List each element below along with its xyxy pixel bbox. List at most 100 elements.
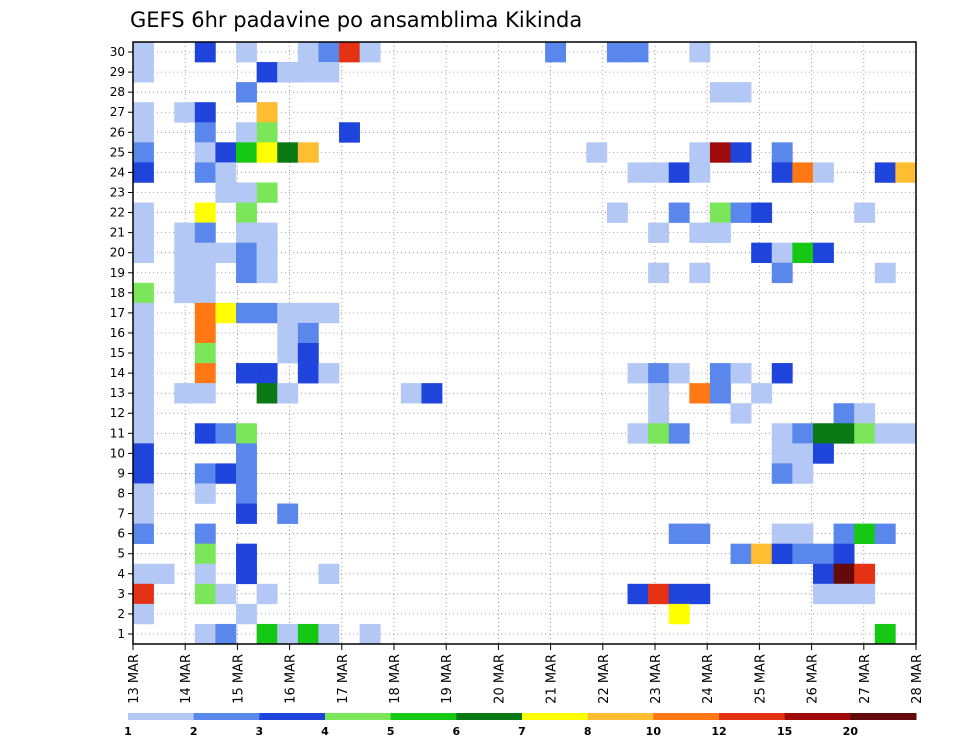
y-tick-label: 28 [110,85,125,99]
precip-cell [730,142,752,163]
precip-cell [668,523,690,544]
precip-cell [854,523,876,544]
y-tick-label: 27 [110,105,125,119]
y-tick-label: 12 [110,406,125,420]
precip-cell [133,142,154,163]
precip-cell [668,423,690,444]
precip-cell [709,82,731,103]
precip-cell [297,142,319,163]
colorbar-tick-label: 5 [387,725,395,738]
precip-cell [215,302,237,324]
colorbar-segment [193,713,260,720]
precip-cell [648,162,670,183]
colorbar-segment [522,713,589,720]
colorbar-segment [259,713,326,720]
precip-cell [792,242,814,264]
y-tick-label: 1 [117,627,125,641]
precip-cell [194,162,216,183]
precip-cell [833,543,855,565]
precip-cell [792,423,814,444]
precip-cell [215,423,237,444]
precip-cell [236,463,257,484]
x-tick-label: 24 MAR [701,654,716,704]
precip-cell [648,583,670,605]
precip-cell [256,383,278,404]
precip-cell [133,583,154,605]
precip-cell [689,262,711,284]
x-axis-date-ticks: 13 MAR 14 MAR 15 MAR 16 MAR 17 MAR 18 MAR 19 M… [127,644,925,704]
colorbar-tick-label: 20 [843,725,859,738]
precip-cell [771,242,793,264]
precip-cell [174,282,196,304]
precip-cell [153,563,175,585]
precip-cell [812,242,834,264]
x-tick-label: 17 MAR [336,654,351,704]
precip-cell [751,202,773,223]
x-tick-label: 15 MAR [231,654,246,704]
colorbar-legend: 1 2 3 4 5 6 7 8 10 12 15 20 [124,713,917,738]
y-tick-label: 7 [117,507,125,521]
precip-cell [133,282,154,304]
precip-cell [236,182,257,203]
precip-cell [627,42,649,63]
precip-cell [400,383,422,404]
precip-cell [606,42,628,63]
precip-cell [277,343,299,364]
precip-cell [606,202,628,223]
precip-cell [194,363,216,384]
precip-cell [833,583,855,605]
precip-cell [133,162,154,183]
precip-cell [277,383,299,404]
precip-cell [668,363,690,384]
precip-cell [194,302,216,324]
precip-cell [648,403,670,424]
precip-cell [133,322,154,344]
precip-cell [586,142,608,163]
precip-cell [812,563,834,585]
precip-cell [133,523,154,544]
precip-cell [771,363,793,384]
colorbar-tick-label: 1 [124,725,132,738]
colorbar-tick-label: 2 [190,725,198,738]
precip-cell [133,343,154,364]
precip-cell [297,363,319,384]
precip-cell [751,543,773,565]
precip-cell [194,102,216,123]
precip-cell [854,403,876,424]
precip-cell [297,42,319,63]
precip-cell [174,242,196,264]
precip-cell [236,142,257,163]
precip-cell [854,423,876,444]
precip-cell [318,623,340,645]
precip-cell [297,302,319,324]
precip-cell [194,222,216,243]
precip-cell [812,443,834,464]
x-tick-label: 14 MAR [179,654,194,704]
precip-cell [133,62,154,83]
precip-cell [256,222,278,243]
precip-cell [236,42,257,63]
precip-cell [648,423,670,444]
chart-title: GEFS 6hr padavine po ansamblima Kikinda [130,8,582,32]
x-tick-label: 16 MAR [284,654,299,704]
precip-cell [709,202,731,223]
colorbar-segment [719,713,786,720]
precip-cell [854,583,876,605]
precip-cell [339,122,360,143]
colorbar-tick-label: 7 [518,725,526,738]
precip-cell [133,242,154,264]
precip-cell [256,363,278,384]
precip-cell [256,623,278,645]
y-tick-label: 19 [110,266,125,280]
precip-cell [133,202,154,223]
precip-cell [277,302,299,324]
y-tick-label: 21 [110,226,125,240]
y-tick-label: 20 [110,246,125,260]
y-tick-label: 23 [110,186,125,200]
precip-cell [236,423,257,444]
x-tick-label: 21 MAR [545,654,560,704]
colorbar-segment [587,713,654,720]
precip-cell [771,142,793,163]
y-tick-label: 17 [110,306,125,320]
precip-cell [133,443,154,464]
